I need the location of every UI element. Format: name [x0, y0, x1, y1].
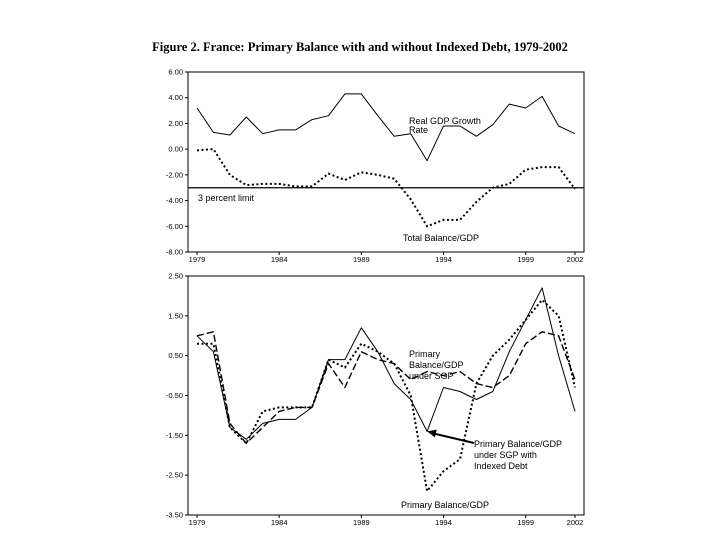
y-tick-label: 2.00 [168, 119, 183, 128]
y-tick-label: 4.00 [168, 93, 183, 102]
series-line-2-3 [196, 287, 576, 440]
y-tick-label: -1.50 [166, 431, 183, 440]
plot-frame-1 [187, 71, 585, 253]
x-tick-label: 1994 [435, 255, 452, 264]
series-line-1-1 [196, 93, 576, 162]
series-line-2-1 [197, 298, 576, 493]
annotation-real-gdp-growth: Rate [409, 125, 428, 135]
y-tick-label: -4.00 [166, 196, 183, 205]
x-tick-label: 1999 [517, 518, 534, 527]
y-tick-label: 6.00 [168, 68, 183, 77]
y-tick-label: -2.50 [166, 471, 183, 480]
y-tick-label: 2.50 [168, 272, 183, 281]
annotation-primary-balance-sgp: Primary [409, 349, 440, 359]
y-tick-label: -0.50 [166, 391, 183, 400]
annotation-primary-balance: Primary Balance/GDP [401, 500, 489, 510]
y-tick-label: 1.50 [168, 311, 183, 320]
x-tick-label: 1994 [435, 518, 452, 527]
x-tick-label: 1989 [353, 255, 370, 264]
annotation-real-gdp-growth: Real GDP Growth [409, 116, 481, 126]
annotation-primary-balance-sgp: Balance/GDP [409, 360, 464, 370]
x-tick-label: 2002 [567, 255, 584, 264]
x-tick-label: 1984 [271, 518, 288, 527]
y-tick-label: 0.50 [168, 351, 183, 360]
figure-title: Figure 2. France: Primary Balance with a… [152, 40, 568, 54]
annotation-primary-balance-indexed: under SGP with [474, 450, 537, 460]
y-tick-label: -2.00 [166, 170, 183, 179]
series-line-2-2 [196, 331, 576, 444]
x-tick-label: 1989 [353, 518, 370, 527]
annotation-total-balance: Total Balance/GDP [403, 233, 479, 243]
annotation-primary-balance-sgp: under SGP [409, 371, 454, 381]
y-tick-label: -8.00 [166, 248, 183, 257]
x-tick-label: 1979 [189, 255, 206, 264]
annotation-primary-balance-indexed: Indexed Debt [474, 461, 528, 471]
x-tick-label: 1999 [517, 255, 534, 264]
x-tick-label: 1984 [271, 255, 288, 264]
x-tick-label: 2002 [567, 518, 584, 527]
y-tick-label: -3.50 [166, 511, 183, 520]
y-tick-label: -6.00 [166, 222, 183, 231]
x-tick-label: 1979 [189, 518, 206, 527]
y-tick-label: 0.00 [168, 145, 183, 154]
plot-frame-2 [187, 275, 585, 516]
annotation-arrow-shaft [432, 432, 475, 444]
annotation-primary-balance-indexed: Primary Balance/GDP [474, 439, 562, 449]
annotation-3-percent-limit: 3 percent limit [198, 193, 255, 203]
annotation-arrow-head [427, 429, 437, 438]
